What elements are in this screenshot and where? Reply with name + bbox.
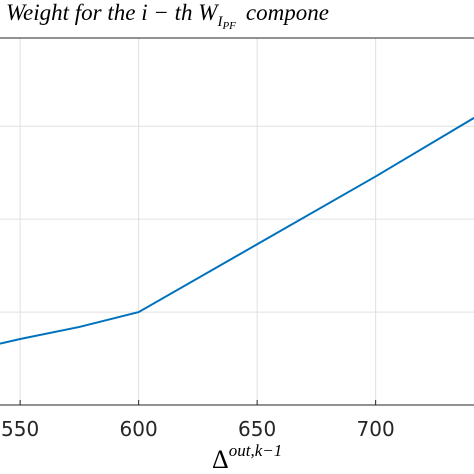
x-label-sup: out,k−1 (229, 441, 283, 460)
data-line (0, 117, 474, 345)
chart-title: Weight for the i − th WIPF compone (6, 0, 329, 32)
title-subsub: PF (221, 20, 236, 32)
x-tick-label: 700 (357, 417, 395, 441)
x-tick-label: 600 (120, 417, 158, 441)
title-main: Weight for the i − th W (6, 0, 219, 25)
x-axis-label: Δout,k−1 (212, 441, 282, 474)
x-tick-label: 550 (1, 417, 39, 441)
title-rest: compone (246, 0, 329, 25)
x-label-main: Δ (212, 445, 229, 474)
title-sub: I (216, 14, 223, 30)
x-tick-label: 650 (238, 417, 276, 441)
